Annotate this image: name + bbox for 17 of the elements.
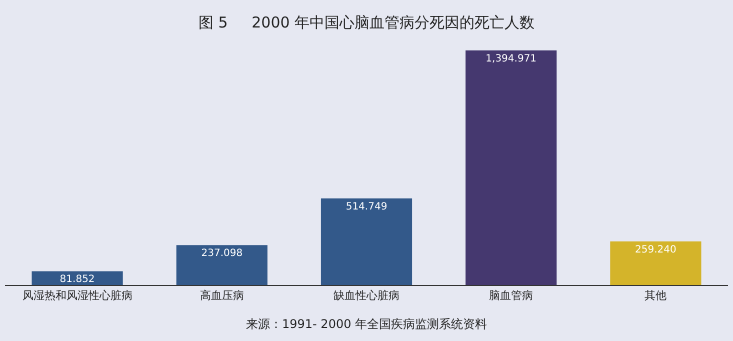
data-label: 514.749 [346,201,388,212]
x-tick-label: 其他 [644,289,667,302]
x-tick-label: 缺血性心脏病 [334,289,400,302]
data-label: 237.098 [201,248,243,260]
data-label: 81.852 [60,274,95,286]
bar [176,245,268,285]
bar [32,271,123,285]
x-tick-label: 风湿热和风湿性心脏病 [22,289,132,302]
x-tick-label: 脑血管病 [489,289,534,302]
data-label: 1,394.971 [486,53,537,64]
bar [320,198,412,285]
bar [466,50,557,285]
data-label: 259.240 [635,244,676,256]
chart-title: 图 5 2000 年中国心脑血管病分死因的死亡人数 [198,14,535,32]
bar [610,241,702,285]
x-tick-label: 高血压病 [200,289,244,302]
source-note: 来源：1991- 2000 年全国疾病监测系统资料 [246,317,488,331]
